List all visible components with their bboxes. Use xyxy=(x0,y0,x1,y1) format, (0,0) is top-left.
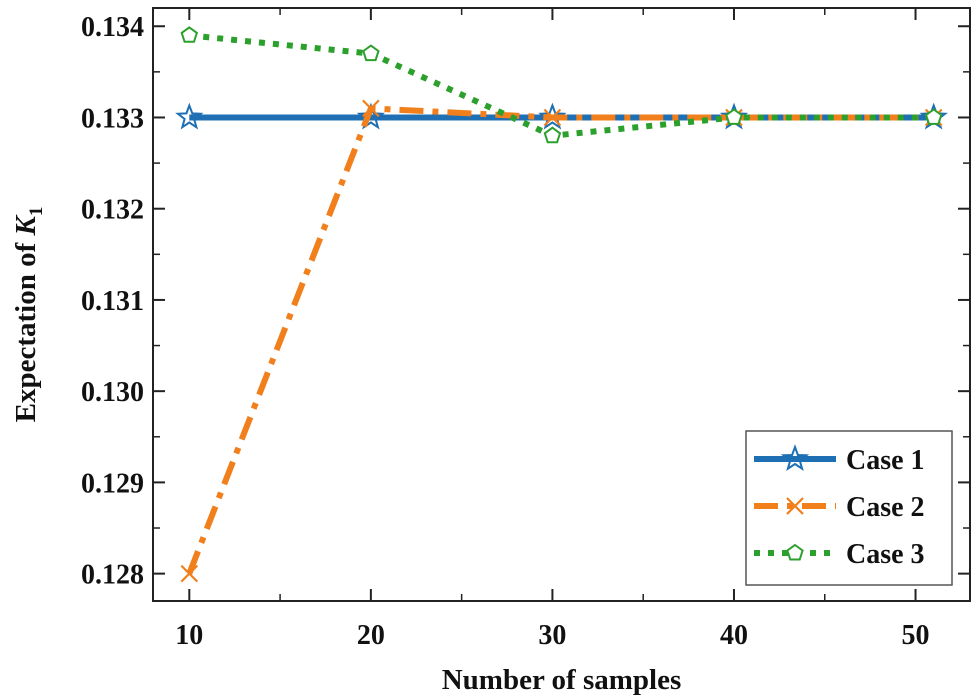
data-point-marker xyxy=(924,108,943,125)
y-axis-title-subscript: 1 xyxy=(26,207,47,217)
y-axis-title-prefix: Expectation of xyxy=(10,235,42,422)
legend-label: Case 3 xyxy=(846,539,925,570)
y-tick-label: 0.134 xyxy=(81,12,144,43)
y-tick-label: 0.129 xyxy=(81,468,144,499)
legend-item: Case 2 xyxy=(754,492,925,523)
data-point-marker xyxy=(175,102,204,130)
x-axis-title: Number of samples xyxy=(442,664,682,696)
data-point-marker xyxy=(362,99,380,118)
y-tick-label: 0.133 xyxy=(81,103,144,134)
data-point-marker xyxy=(543,108,562,127)
legend-marker xyxy=(786,543,804,561)
data-point-marker xyxy=(725,108,743,125)
legend: Case 1 Case 2 Case 3 xyxy=(745,430,953,586)
y-axis-title: Expectation of K1 xyxy=(10,207,47,423)
series-layer xyxy=(175,26,948,583)
x-tick-label: 50 xyxy=(902,620,930,651)
x-tick-label: 40 xyxy=(720,620,748,651)
plot-frame xyxy=(152,7,971,602)
y-tick-label: 0.128 xyxy=(81,560,144,591)
y-tick-label: 0.132 xyxy=(81,195,144,226)
data-point-marker xyxy=(538,102,567,130)
data-point-marker xyxy=(362,44,380,62)
x-tick-label: 30 xyxy=(538,620,566,651)
legend-marker xyxy=(780,444,810,472)
data-point-marker xyxy=(180,564,199,583)
x-tick-labels: 10 20 30 40 50 xyxy=(175,620,929,651)
y-tick-labels: 0.128 0.129 0.130 0.131 0.132 0.133 0.134 xyxy=(81,12,144,590)
legend-label: Case 2 xyxy=(846,492,925,523)
data-point-marker xyxy=(180,26,199,43)
x-tick-label: 20 xyxy=(357,620,385,651)
series-line xyxy=(189,32,934,139)
y-tick-label: 0.131 xyxy=(81,286,144,317)
legend-item: Case 1 xyxy=(754,444,925,476)
data-point-marker xyxy=(543,126,562,144)
legend-label: Case 1 xyxy=(846,445,925,476)
legend-marker xyxy=(786,497,804,515)
data-point-marker xyxy=(356,102,386,130)
ticks-layer xyxy=(153,8,970,601)
y-tick-label: 0.130 xyxy=(81,377,144,408)
y-axis-title-variable: K xyxy=(10,214,42,236)
legend-item: Case 3 xyxy=(754,539,925,570)
x-tick-label: 10 xyxy=(175,620,203,651)
series-3 xyxy=(180,26,943,144)
